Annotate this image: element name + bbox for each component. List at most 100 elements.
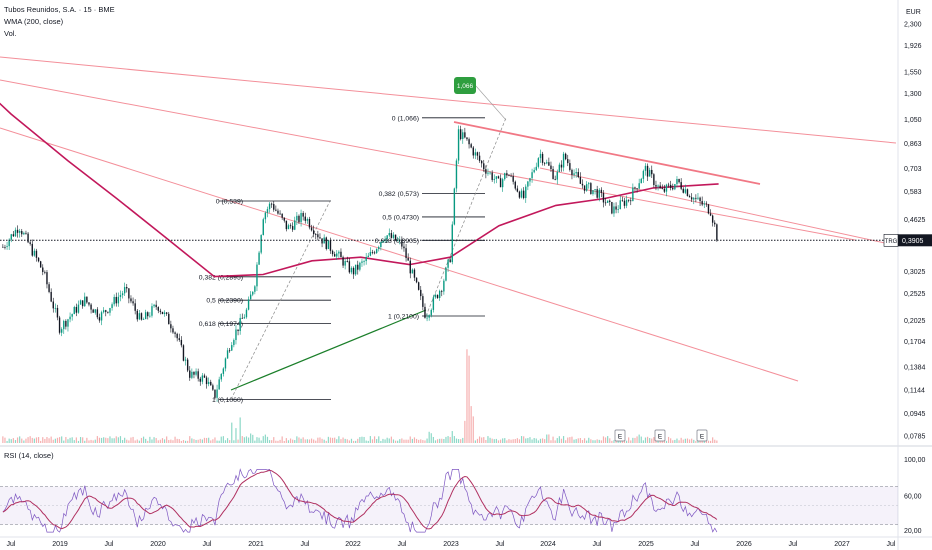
candle-body [308, 219, 311, 228]
overlays[interactable]: TRG 0,3905 1,066 E E E [0, 77, 932, 442]
candle-body [594, 189, 596, 191]
volume-bar [432, 436, 434, 443]
volume-bar [69, 437, 71, 443]
candle-body [537, 158, 540, 167]
volume-bar [82, 437, 84, 443]
volume-bar [153, 437, 155, 443]
volume-bar [384, 439, 386, 443]
volume-bar [283, 440, 285, 443]
volume-bar [155, 438, 157, 443]
time-tick: Jul [203, 541, 212, 548]
volume-bar [310, 438, 313, 443]
candle-body [266, 209, 269, 213]
volume-bar [323, 439, 325, 443]
candle-body [123, 287, 126, 294]
volume-bar [161, 438, 164, 443]
candle-body [365, 257, 367, 262]
time-tick: Jul [398, 541, 407, 548]
candle-body [380, 242, 382, 248]
trendlines[interactable] [0, 56, 897, 391]
candle-body [77, 304, 80, 313]
candle-body [105, 310, 107, 312]
volume-bar [481, 437, 483, 443]
candle-body [138, 313, 141, 320]
candle-body [31, 243, 33, 256]
volume-bar [166, 436, 168, 443]
candle-body [621, 200, 624, 202]
candle-body [661, 188, 663, 189]
volume-bar [714, 439, 716, 443]
symbol-title[interactable]: Tubos Reunidos, S.A. · 15 · BME [4, 5, 115, 14]
volume-bar [447, 436, 449, 443]
wma-legend[interactable]: WMA (200, close) [4, 17, 64, 26]
candle-body [205, 377, 208, 385]
volume-bar [208, 437, 210, 443]
candle-body [155, 304, 157, 308]
volume-bar [525, 438, 527, 443]
volume-bar [300, 438, 302, 443]
rsi-pane [0, 468, 898, 533]
rsi-line [2, 468, 718, 533]
candle-body [176, 333, 178, 339]
volume-bar [497, 440, 500, 443]
volume-bar [281, 436, 283, 443]
volume-bar [449, 436, 451, 443]
volume-bar [174, 436, 176, 443]
volume-bar [313, 439, 315, 443]
volume-bar [210, 440, 212, 443]
candle-body [386, 235, 388, 239]
volume-bar [260, 440, 262, 443]
time-tick: 2022 [345, 541, 361, 548]
volume-bar [75, 437, 77, 443]
candle-body [714, 222, 716, 225]
candle-body [695, 197, 697, 199]
volume-bar [73, 440, 75, 443]
candle-body [709, 213, 712, 216]
volume-bar [8, 438, 10, 443]
candle-body [16, 229, 19, 233]
volume-bar [716, 440, 718, 443]
volume-bar [502, 438, 504, 443]
candle-body [518, 191, 521, 198]
volume-bar [130, 437, 132, 443]
volume-bar [212, 439, 214, 443]
volume-bar [397, 440, 399, 443]
volume-bar [163, 439, 166, 443]
volume-bar [182, 440, 185, 443]
candle-body [445, 267, 447, 281]
candle-body [581, 183, 584, 186]
volume-bar [149, 436, 151, 443]
volume-bar [672, 440, 674, 443]
candle-body [262, 219, 264, 236]
volume-bar [642, 440, 644, 443]
candle-body [543, 162, 546, 164]
volume-bar [554, 440, 556, 443]
candle-body [644, 165, 647, 171]
volume-bar [355, 440, 357, 443]
volume-bar [644, 437, 647, 443]
fib-retracements[interactable]: 0 (0,539) 0,382 (0,2895) 0,5 (0,2390) 0,618… [199, 115, 507, 404]
volume-bar [594, 440, 596, 443]
volume-bar [229, 440, 231, 443]
candle-body [470, 144, 472, 148]
candle-body [457, 129, 460, 161]
candle-body [300, 213, 302, 223]
price-tick: 0,1384 [904, 364, 926, 371]
volume-bar [264, 434, 266, 443]
volume-bar [241, 436, 243, 443]
vol-legend[interactable]: Vol. [4, 29, 17, 38]
fib-label: 0,5 (0,4730) [382, 214, 419, 221]
candle-body [422, 296, 424, 307]
candle-body [207, 381, 210, 385]
candle-body [90, 304, 92, 310]
candle-body [239, 317, 241, 332]
candle-body [636, 188, 638, 190]
candle-body [468, 139, 470, 145]
volume-bar [294, 440, 296, 443]
rsi-legend[interactable]: RSI (14, close) [4, 451, 54, 460]
candle-body [583, 185, 586, 191]
volume-bar [147, 440, 149, 443]
volume-bar [216, 440, 218, 443]
candle-body [151, 306, 153, 316]
